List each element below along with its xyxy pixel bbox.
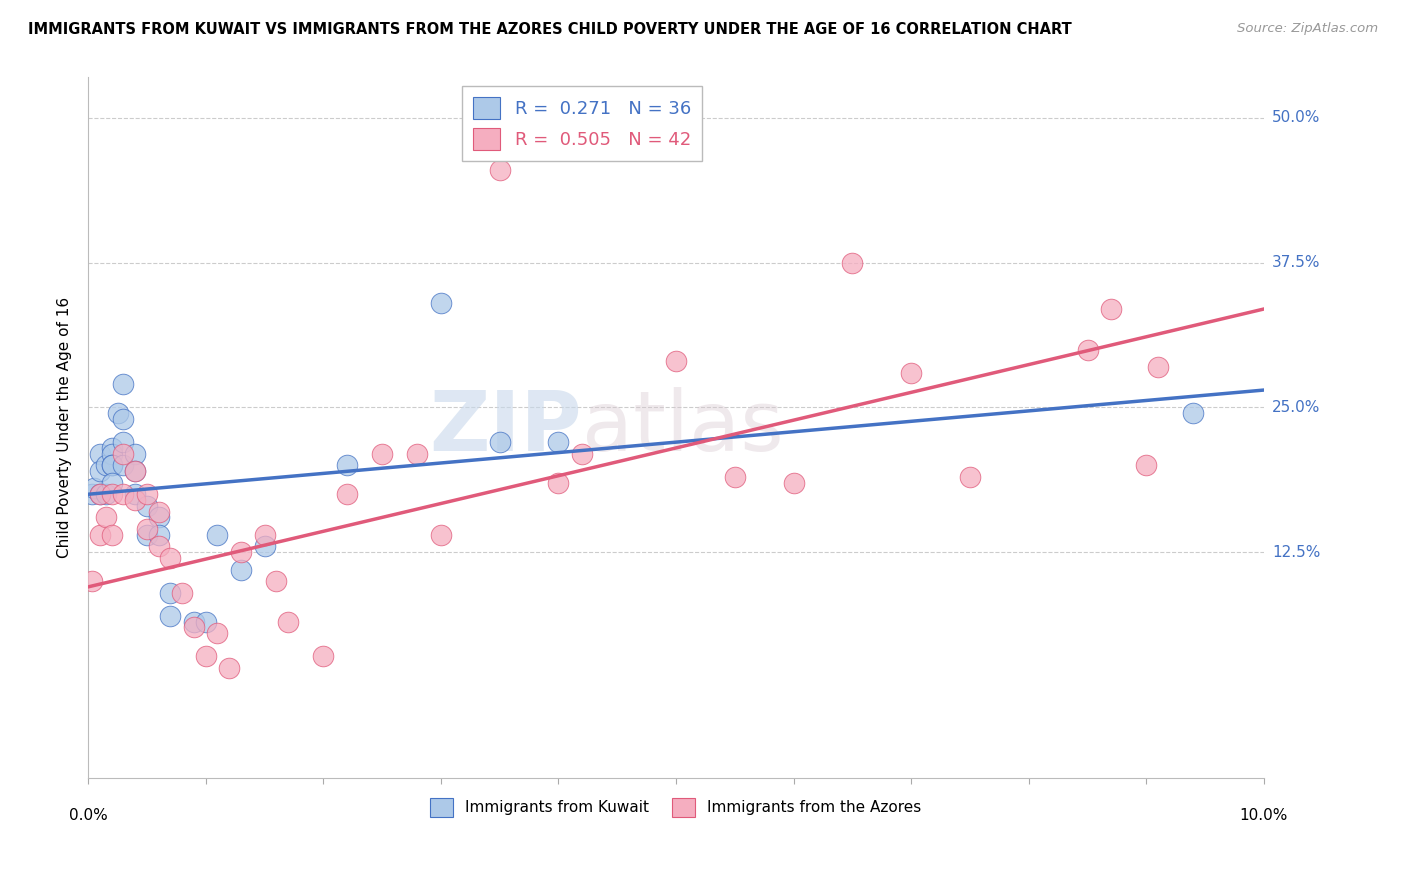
Point [547, 435, 569, 450]
Point [100, 447, 122, 461]
Point [136, 522, 159, 536]
Point [277, 615, 299, 629]
Point [89, 487, 111, 501]
Point [136, 528, 159, 542]
Point [841, 255, 863, 269]
Text: 37.5%: 37.5% [1272, 255, 1320, 270]
Point [159, 608, 181, 623]
Point [124, 464, 146, 478]
Text: 25.0%: 25.0% [1272, 400, 1320, 415]
Point [94, 510, 117, 524]
Point [207, 626, 229, 640]
Text: 10.0%: 10.0% [1240, 808, 1288, 823]
Point [89, 447, 111, 461]
Point [136, 487, 159, 501]
Point [89, 487, 111, 501]
Point [100, 487, 122, 501]
Point [900, 366, 922, 380]
Point [100, 458, 122, 473]
Point [148, 510, 170, 524]
Point [112, 458, 135, 473]
Point [1135, 458, 1157, 473]
Point [218, 661, 240, 675]
Point [124, 493, 146, 508]
Point [430, 296, 453, 310]
Point [124, 447, 146, 461]
Point [782, 475, 804, 490]
Point [264, 574, 287, 588]
Point [112, 447, 135, 461]
Point [229, 562, 252, 576]
Y-axis label: Child Poverty Under the Age of 16: Child Poverty Under the Age of 16 [58, 297, 72, 558]
Point [207, 528, 229, 542]
Point [100, 475, 122, 490]
Text: 0.0%: 0.0% [69, 808, 107, 823]
Point [371, 447, 394, 461]
Point [488, 435, 510, 450]
Point [89, 464, 111, 478]
Point [148, 528, 170, 542]
Point [406, 447, 429, 461]
Point [1076, 343, 1098, 357]
Text: Source: ZipAtlas.com: Source: ZipAtlas.com [1237, 22, 1378, 36]
Point [253, 528, 276, 542]
Point [183, 620, 205, 634]
Point [1147, 359, 1170, 374]
Point [183, 615, 205, 629]
Point [136, 499, 159, 513]
Point [159, 585, 181, 599]
Point [194, 649, 217, 664]
Point [430, 528, 453, 542]
Point [1182, 406, 1205, 420]
Point [89, 528, 111, 542]
Point [194, 615, 217, 629]
Point [148, 540, 170, 554]
Point [253, 540, 276, 554]
Point [1099, 301, 1122, 316]
Point [80, 487, 103, 501]
Point [959, 470, 981, 484]
Point [80, 574, 103, 588]
Text: 12.5%: 12.5% [1272, 545, 1320, 559]
Point [107, 406, 129, 420]
Point [336, 458, 359, 473]
Point [124, 464, 146, 478]
Point [112, 435, 135, 450]
Point [112, 487, 135, 501]
Text: 50.0%: 50.0% [1272, 111, 1320, 126]
Point [547, 475, 569, 490]
Point [571, 447, 593, 461]
Point [112, 412, 135, 426]
Legend: Immigrants from Kuwait, Immigrants from the Azores: Immigrants from Kuwait, Immigrants from … [425, 792, 928, 822]
Point [124, 487, 146, 501]
Point [148, 505, 170, 519]
Point [112, 377, 135, 392]
Text: atlas: atlas [582, 387, 783, 468]
Point [665, 354, 688, 368]
Text: IMMIGRANTS FROM KUWAIT VS IMMIGRANTS FROM THE AZORES CHILD POVERTY UNDER THE AGE: IMMIGRANTS FROM KUWAIT VS IMMIGRANTS FRO… [28, 22, 1071, 37]
Point [172, 585, 194, 599]
Point [312, 649, 335, 664]
Text: ZIP: ZIP [429, 387, 582, 468]
Point [100, 458, 122, 473]
Point [229, 545, 252, 559]
Point [94, 487, 117, 501]
Point [100, 528, 122, 542]
Point [336, 487, 359, 501]
Point [724, 470, 747, 484]
Point [100, 441, 122, 455]
Point [159, 550, 181, 565]
Point [488, 163, 510, 178]
Point [94, 458, 117, 473]
Point [83, 482, 105, 496]
